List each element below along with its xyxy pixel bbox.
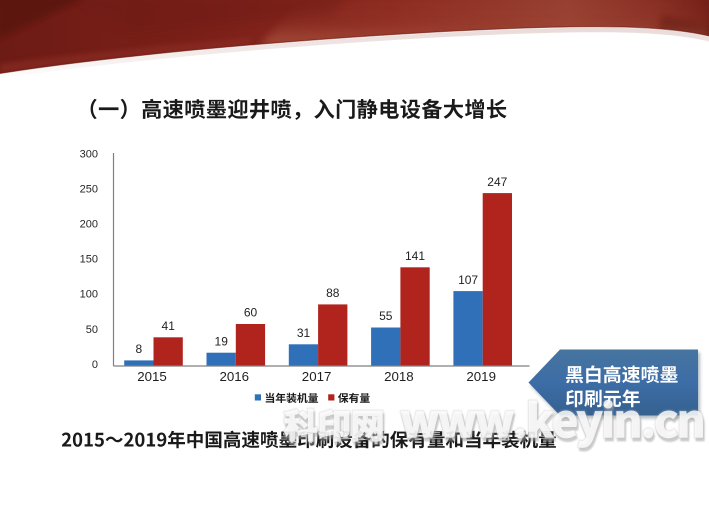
svg-text:0: 0 (92, 359, 98, 371)
svg-text:247: 247 (487, 175, 507, 189)
svg-text:107: 107 (458, 273, 478, 287)
svg-text:200: 200 (80, 219, 98, 231)
svg-text:141: 141 (405, 249, 425, 263)
svg-text:100: 100 (80, 289, 98, 301)
svg-text:8: 8 (135, 342, 142, 356)
svg-text:2015: 2015 (137, 369, 167, 384)
svg-text:31: 31 (297, 326, 311, 340)
svg-text:60: 60 (244, 306, 258, 320)
svg-text:250: 250 (80, 183, 98, 195)
svg-text:2018: 2018 (384, 369, 414, 384)
svg-text:50: 50 (86, 324, 98, 336)
svg-text:88: 88 (326, 286, 340, 300)
svg-text:2017: 2017 (302, 369, 332, 384)
svg-text:150: 150 (80, 254, 98, 266)
svg-text:300: 300 (80, 148, 98, 160)
svg-text:19: 19 (215, 334, 229, 348)
svg-text:2016: 2016 (220, 369, 250, 384)
svg-text:41: 41 (162, 319, 176, 333)
svg-text:55: 55 (379, 309, 393, 323)
svg-text:2019: 2019 (466, 369, 496, 384)
